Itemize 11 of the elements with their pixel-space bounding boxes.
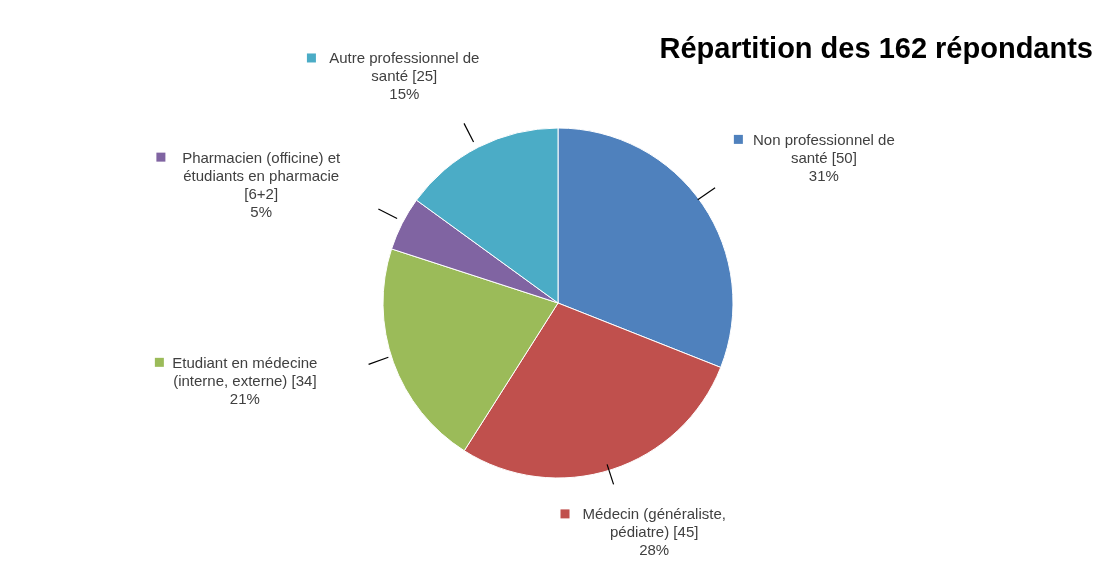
data-label: 5% xyxy=(250,202,273,220)
data-label: 21% xyxy=(229,389,260,407)
data-label: 31% xyxy=(808,166,839,184)
legend-label: Médecin (généraliste, pédiatre) [45] xyxy=(582,505,726,541)
chart-title: Répartition des 162 répondants xyxy=(659,32,1093,64)
legend-label: Non professionnel de santé [50] xyxy=(752,130,895,166)
legend-label: Pharmacien (officine) et étudiants en pharmacie [6+2] xyxy=(182,148,342,202)
data-label: 28% xyxy=(639,541,670,559)
data-label: 15% xyxy=(389,85,420,103)
legend-label: Autre professionnel de santé [25] xyxy=(329,49,480,85)
legend-label: Etudiant en médecine (interne, externe) [34] xyxy=(172,353,318,389)
